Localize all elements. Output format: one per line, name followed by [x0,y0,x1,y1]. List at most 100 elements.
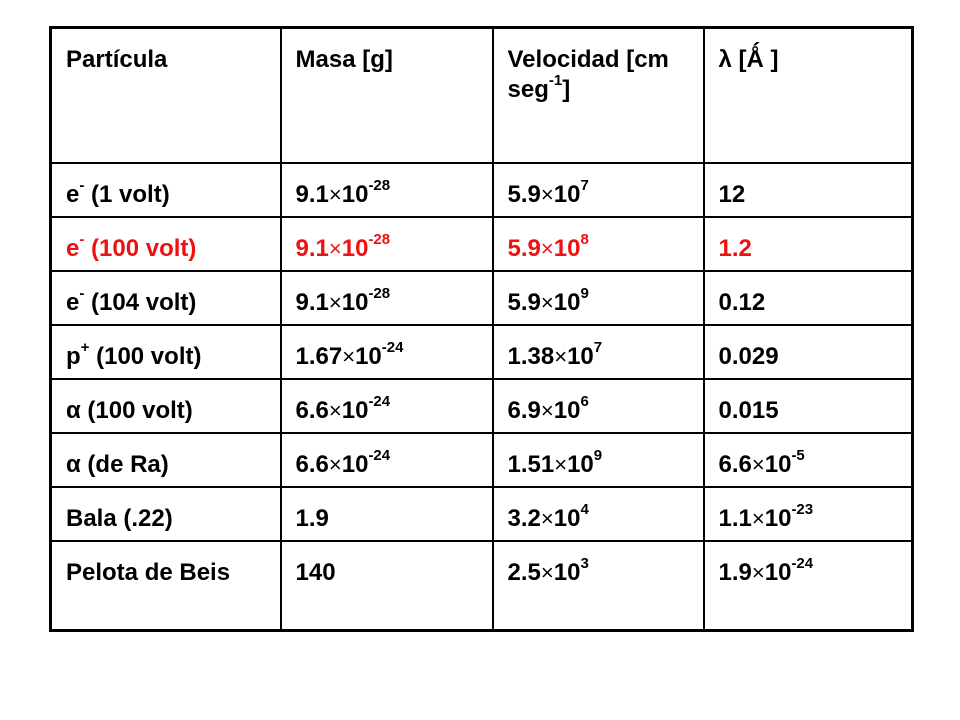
mass-value: 140 [295,559,336,586]
times-symbol: × [328,452,342,477]
base-ten: 10 [341,235,369,262]
times-symbol: × [751,560,765,585]
particle-cell: e- (1 volt) [49,162,282,218]
particle-energy: (104 volt) [84,289,197,316]
base-ten: 10 [341,397,369,424]
mass-coefficient: 1.67 [295,343,343,370]
wavelength-cell: 0.029 [702,324,914,380]
particle-wavelength-table: Partícula Masa [g] Velocidad [cm seg-1] … [49,26,914,632]
base-ten: 10 [567,343,594,370]
base-ten: 10 [341,451,369,478]
wavelength-value: 1.2 [718,235,752,262]
particle-energy: (100 volt) [89,343,202,370]
velocity-coefficient: 5.9 [507,289,541,316]
velocity-coefficient: 1.38 [507,343,555,370]
wavelength-cell: 1.2 [702,216,914,272]
mass-coefficient: 9.1 [295,235,329,262]
particle-name: Bala (.22) [66,505,173,532]
times-symbol: × [328,236,342,261]
velocity-coefficient: 5.9 [507,181,541,208]
velocity-cell: 3.2×104 [491,486,705,542]
times-symbol: × [328,398,342,423]
velocity-cell: 5.9×109 [491,270,705,326]
wavelength-value: 12 [718,181,746,208]
table-body: e- (1 volt) 9.1×10-28 5.9×107 12 e- (100 vol… [49,162,914,632]
particle-charge: - [79,231,85,248]
base-ten: 10 [567,451,594,478]
wavelength-value: 0.029 [718,343,779,370]
base-ten: 10 [553,397,581,424]
mass-exponent: -28 [368,285,391,302]
particle-cell: e- (100 volt) [49,216,282,272]
mass-cell: 6.6×10-24 [279,378,494,434]
velocity-coefficient: 5.9 [507,235,541,262]
particle-name: Pelota de Beis [66,559,231,586]
mass-exponent: -28 [368,231,391,248]
mass-exponent: -24 [368,447,391,464]
table-row: α (100 volt) 6.6×10-24 6.9×106 0.015 [49,378,914,434]
mass-coefficient: 6.6 [295,397,329,424]
table-row: e- (1 volt) 9.1×10-28 5.9×107 12 [49,162,914,218]
mass-coefficient: 9.1 [295,289,329,316]
velocity-cell: 1.38×107 [491,324,705,380]
times-symbol: × [540,236,554,261]
mass-coefficient: 9.1 [295,181,329,208]
header-velocity: Velocidad [cm seg-1] [491,26,705,164]
particle-cell: Pelota de Beis [49,540,282,632]
base-ten: 10 [553,235,581,262]
wavelength-exponent: -23 [791,501,814,518]
base-ten: 10 [553,289,581,316]
velocity-exponent: 9 [580,285,589,302]
table-row: Pelota de Beis 140 2.5×103 1.9×10-24 [49,540,914,632]
wavelength-coefficient: 1.9 [718,559,752,586]
mass-cell: 1.9 [279,486,494,542]
times-symbol: × [751,452,765,477]
particle-symbol: p [66,343,81,370]
particle-charge: - [79,177,85,194]
times-symbol: × [328,290,342,315]
wavelength-exponent: -5 [791,447,805,464]
header-mass: Masa [g] [279,26,494,164]
wavelength-cell: 12 [702,162,914,218]
table-row: Bala (.22) 1.9 3.2×104 1.1×10-23 [49,486,914,542]
times-symbol: × [540,290,554,315]
velocity-cell: 1.51×109 [491,432,705,488]
times-symbol: × [540,182,554,207]
particle-cell: α (100 volt) [49,378,282,434]
mass-exponent: -24 [381,339,404,356]
velocity-coefficient: 3.2 [507,505,541,532]
base-ten: 10 [341,289,369,316]
times-symbol: × [342,344,356,369]
times-symbol: × [540,506,554,531]
mass-exponent: -28 [368,177,391,194]
particle-charge: + [80,339,90,356]
velocity-exponent: 4 [580,501,589,518]
wavelength-cell: 1.1×10-23 [702,486,914,542]
mass-cell: 1.67×10-24 [279,324,494,380]
table-row: p+ (100 volt) 1.67×10-24 1.38×107 0.029 [49,324,914,380]
particle-cell: p+ (100 volt) [49,324,282,380]
velocity-exponent: 3 [580,555,589,572]
particle-cell: α (de Ra) [49,432,282,488]
base-ten: 10 [764,559,792,586]
velocity-exponent: 7 [593,339,603,356]
velocity-coefficient: 2.5 [507,559,541,586]
particle-charge: - [79,285,85,302]
table-row: e- (100 volt) 9.1×10-28 5.9×108 1.2 [49,216,914,272]
wavelength-exponent: -24 [791,555,814,572]
wavelength-value: 0.015 [718,397,779,424]
wavelength-coefficient: 6.6 [718,451,752,478]
header-particle: Partícula [49,26,282,164]
mass-cell: 140 [279,540,494,632]
times-symbol: × [328,182,342,207]
particle-name: α (100 volt) [66,397,193,424]
velocity-exponent: 8 [580,231,589,248]
times-symbol: × [751,506,765,531]
mass-coefficient: 6.6 [295,451,329,478]
table-header-row: Partícula Masa [g] Velocidad [cm seg-1] … [49,26,914,164]
particle-symbol: e [66,235,80,262]
times-symbol: × [540,398,554,423]
times-symbol: × [554,344,568,369]
table-row: e- (104 volt) 9.1×10-28 5.9×109 0.12 [49,270,914,326]
base-ten: 10 [341,181,369,208]
